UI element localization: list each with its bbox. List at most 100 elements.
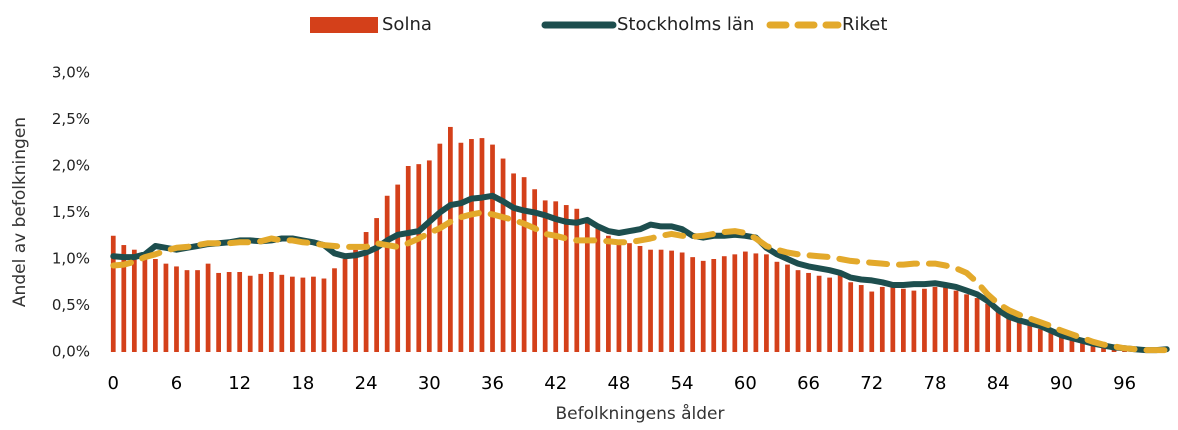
bar — [216, 272, 221, 352]
bar — [827, 277, 832, 352]
bar — [363, 232, 369, 352]
legend-label: Solna — [382, 14, 432, 35]
bar — [679, 252, 685, 352]
bar — [995, 311, 1001, 352]
bar — [110, 235, 116, 352]
x-tick-label: 36 — [481, 373, 504, 394]
bar — [1090, 344, 1096, 352]
bar — [195, 270, 200, 352]
x-tick-label: 6 — [171, 373, 182, 394]
bar — [742, 251, 748, 352]
bar — [1048, 331, 1054, 352]
x-tick-label: 84 — [987, 373, 1010, 394]
bar — [542, 200, 548, 352]
bar — [922, 288, 927, 352]
bar — [974, 298, 980, 352]
bar — [521, 177, 527, 352]
legend-label: Riket — [842, 14, 887, 35]
x-tick-label: 90 — [1050, 373, 1073, 394]
bar — [353, 249, 358, 352]
x-tick-label: 60 — [734, 373, 757, 394]
bar — [321, 278, 327, 352]
bar — [1080, 341, 1085, 352]
legend-label: Stockholms län — [617, 14, 754, 35]
bar — [616, 240, 622, 352]
bar — [121, 245, 127, 352]
bar — [764, 254, 769, 352]
y-tick-label: 2,5% — [52, 110, 90, 128]
bar — [848, 282, 854, 352]
bar — [1016, 322, 1022, 352]
legend-swatch — [310, 17, 378, 33]
x-tick-label: 18 — [291, 373, 314, 394]
y-axis-title: Andel av befolkningen — [10, 117, 30, 307]
bar — [131, 249, 137, 352]
bar — [226, 272, 232, 352]
bar — [700, 260, 706, 352]
bar — [1006, 316, 1012, 352]
bar — [374, 218, 380, 352]
x-tick-label: 78 — [924, 373, 947, 394]
bar — [1037, 328, 1043, 352]
bar — [142, 254, 148, 352]
bar — [395, 184, 401, 352]
bar — [500, 158, 506, 352]
bar — [837, 273, 843, 352]
y-tick-label: 3,0% — [52, 64, 90, 82]
bar — [627, 243, 632, 352]
x-tick-label: 54 — [671, 373, 694, 394]
bar — [268, 272, 274, 352]
x-tick-label: 48 — [607, 373, 630, 394]
x-tick-label: 12 — [228, 373, 251, 394]
bar — [1059, 335, 1064, 352]
bar — [163, 263, 169, 352]
x-tick-label: 96 — [1113, 373, 1136, 394]
bar — [1069, 338, 1075, 352]
bar — [437, 143, 443, 352]
bar — [785, 264, 790, 352]
bar — [858, 285, 864, 352]
bar — [985, 303, 991, 352]
bar — [606, 235, 611, 352]
y-tick-label: 1,0% — [52, 250, 90, 268]
bar — [795, 270, 801, 352]
bar — [426, 160, 432, 352]
bar — [237, 272, 243, 352]
bar — [247, 275, 253, 352]
bar — [869, 291, 875, 352]
bar — [932, 286, 938, 352]
bar — [448, 126, 453, 352]
y-tick-label: 0,5% — [52, 296, 90, 314]
bar — [658, 249, 664, 352]
bar — [953, 290, 959, 352]
bar — [153, 259, 158, 352]
bar — [711, 259, 717, 352]
bar — [964, 294, 969, 352]
bar — [332, 268, 337, 352]
bar — [721, 256, 727, 352]
y-tick-label: 1,5% — [52, 203, 90, 221]
bar — [174, 266, 179, 352]
x-axis-title: Befolkningens ålder — [555, 403, 724, 424]
bar — [342, 259, 348, 352]
bar — [595, 226, 601, 352]
bar — [205, 263, 211, 352]
bar — [648, 249, 653, 352]
bar — [458, 142, 464, 352]
y-tick-label: 0,0% — [52, 343, 90, 361]
x-tick-label: 42 — [544, 373, 567, 394]
line — [110, 209, 1170, 354]
bar — [1101, 346, 1106, 352]
x-tick-label: 30 — [418, 373, 441, 394]
bar — [300, 277, 306, 352]
bar — [732, 254, 738, 352]
bar — [879, 286, 885, 352]
bar — [405, 166, 411, 352]
x-tick-label: 72 — [860, 373, 883, 394]
x-tick-label: 24 — [355, 373, 378, 394]
bar — [890, 285, 896, 352]
bar — [289, 276, 295, 352]
bar — [911, 290, 917, 352]
bar — [469, 139, 474, 352]
